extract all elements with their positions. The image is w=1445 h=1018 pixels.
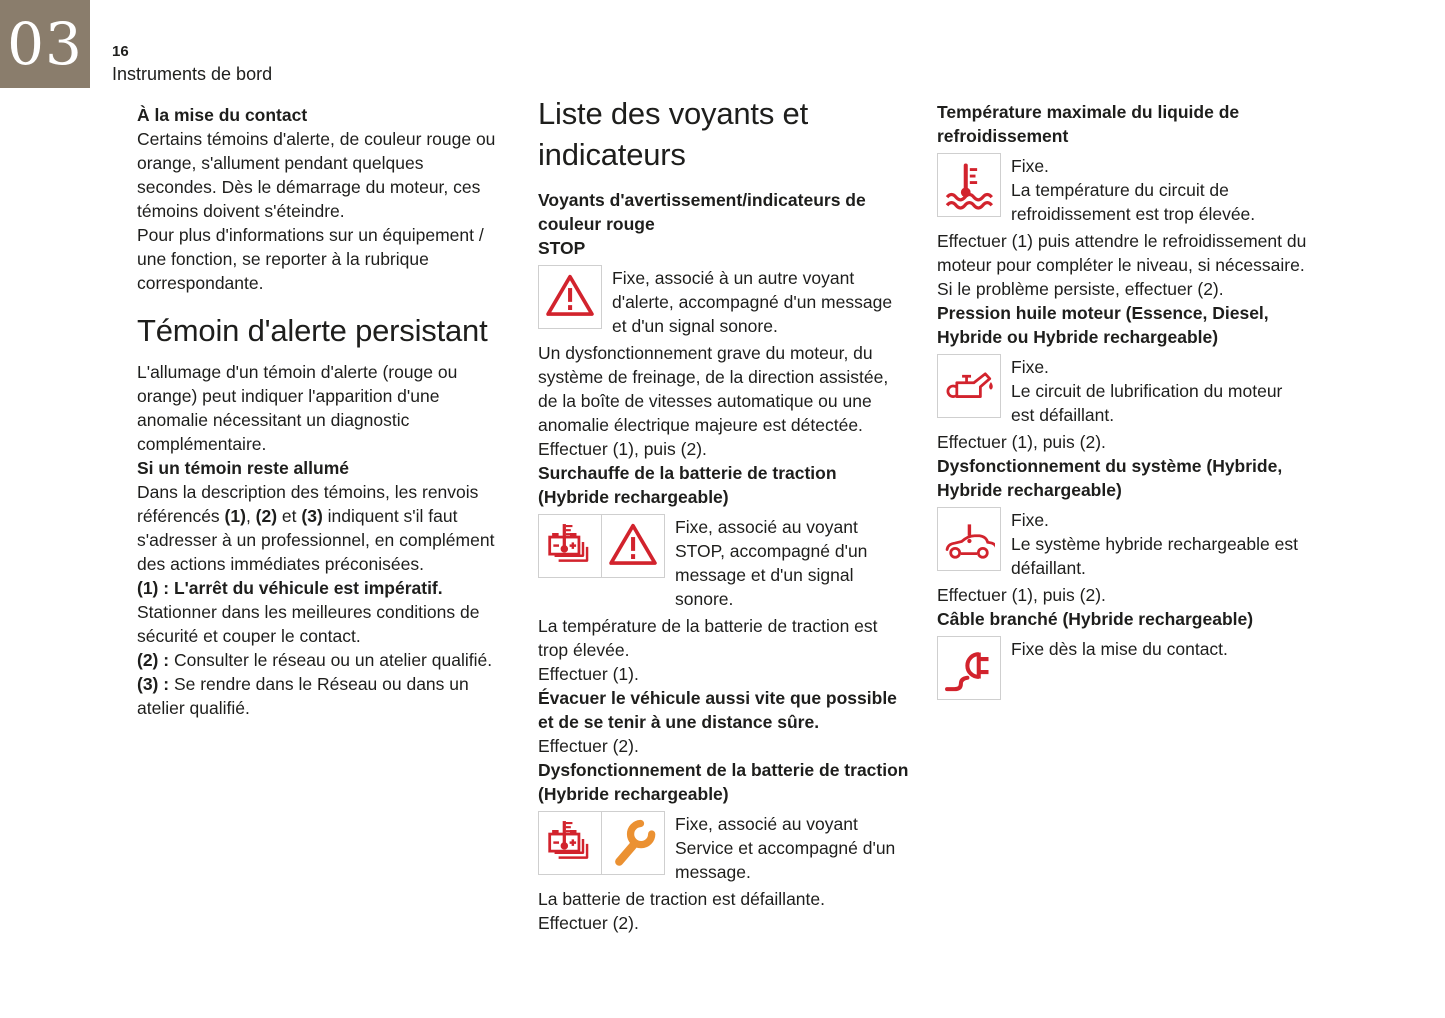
page-header: 16 Instruments de bord xyxy=(112,42,272,86)
page-number: 16 xyxy=(112,43,129,60)
warning-triangle-icon xyxy=(601,514,665,578)
column-right: Température maximale du liquide de refro… xyxy=(937,100,1309,703)
paragraph-renvoi-1: (1) : L'arrêt du véhicule est impératif.… xyxy=(137,576,505,648)
heading-temoin-alerte-persistant: Témoin d'alerte persistant xyxy=(137,313,488,348)
paragraph: Effectuer (2). xyxy=(538,913,639,933)
cable-plugged-icon xyxy=(945,652,989,692)
heading-liste-voyants: Liste des voyants et indicateurs xyxy=(538,96,808,172)
subheading-mise-du-contact: À la mise du contact xyxy=(137,103,505,127)
text-run: Consulter le réseau ou un atelier qualif… xyxy=(173,650,493,670)
paragraph: Un dysfonctionnement grave du moteur, du… xyxy=(538,343,889,435)
fixe-label: Fixe. xyxy=(1011,357,1049,377)
paragraph: Effectuer (2). xyxy=(538,736,639,756)
subheading-voyants-rouges: Voyants d'avertissement/indicateurs de c… xyxy=(538,190,866,234)
text-run: Dans la description des témoins, les ren… xyxy=(137,482,479,526)
subheading-temoin-reste-allume: Si un témoin reste allumé xyxy=(137,456,505,480)
warning-triangle-icon xyxy=(609,523,657,565)
column-middle: Liste des voyants et indicateurs Voyants… xyxy=(538,96,910,935)
paragraph: Effectuer (1), puis (2). xyxy=(937,585,1106,605)
traction-battery-temperature-icon xyxy=(538,811,602,875)
engine-oil-pressure-icon xyxy=(937,354,1001,418)
text-run: indiquent s'il faut s'adresser à un prof… xyxy=(137,506,495,574)
indicator-description: Fixe. La température du circuit de refro… xyxy=(1011,153,1309,226)
subheading-stop: STOP xyxy=(538,238,586,258)
subheading-pression-huile: Pression huile moteur (Essence, Diesel, … xyxy=(937,303,1269,347)
indicator-dysfonctionnement-batterie: Fixe, associé au voyant Service et accom… xyxy=(538,811,910,884)
paragraph-renvoi-3: (3) : Se rendre dans le Réseau ou dans u… xyxy=(137,672,505,720)
indicator-description: Fixe. Le circuit de lubrification du mot… xyxy=(1011,354,1309,427)
engine-oil-pressure-icon xyxy=(946,372,993,398)
coolant-temperature-icon xyxy=(945,163,993,210)
description-text: La température du circuit de refroidisse… xyxy=(1011,180,1256,224)
cable-plugged-icon xyxy=(937,636,1001,700)
paragraph: La température de la batterie de tractio… xyxy=(538,616,878,660)
chapter-tab: 03 xyxy=(0,0,90,88)
column-left: À la mise du contact Certains témoins d'… xyxy=(137,103,505,720)
text-run: , xyxy=(245,506,256,526)
paragraph: Effectuer (1) puis attendre le refroidis… xyxy=(937,231,1307,299)
fixe-label: Fixe. xyxy=(1011,510,1049,530)
subheading-cable-branche: Câble branché (Hybride rechargeable) xyxy=(937,609,1254,629)
traction-battery-temperature-icon xyxy=(548,524,589,562)
paragraph-evacuer: Évacuer le véhicule aussi vite que possi… xyxy=(538,688,897,732)
subheading-text: À la mise du contact xyxy=(137,105,308,125)
text-run: Se rendre dans le Réseau ou dans un atel… xyxy=(137,674,469,718)
paragraph: Effectuer (1). xyxy=(538,664,639,684)
hybrid-system-fault-car-icon xyxy=(937,507,1001,571)
indicator-description: Fixe, associé au voyant Service et accom… xyxy=(675,814,896,882)
text-run: Stationner dans les meilleures condition… xyxy=(137,602,480,646)
indicator-hybrid-fault: Fixe. Le système hybride rechargeable es… xyxy=(937,507,1309,580)
renvoi-1-label: (1) : L'arrêt du véhicule est impératif. xyxy=(137,578,443,598)
paragraph-renvoi-2: (2) : Consulter le réseau ou un atelier … xyxy=(137,648,505,672)
traction-battery-temperature-icon xyxy=(538,514,602,578)
paragraph-renvois: Dans la description des témoins, les ren… xyxy=(137,480,505,576)
paragraph: L'allumage d'un témoin d'alerte (rouge o… xyxy=(137,362,458,454)
renvoi-3-label: (3) : xyxy=(137,674,174,694)
subheading-temperature-liquide: Température maximale du liquide de refro… xyxy=(937,102,1240,146)
warning-triangle-icon xyxy=(546,274,594,316)
indicator-description: Fixe. Le système hybride rechargeable es… xyxy=(1011,507,1309,580)
service-wrench-icon xyxy=(601,811,665,875)
indicator-cable: Fixe dès la mise du contact. xyxy=(937,636,1309,700)
coolant-temperature-icon xyxy=(937,153,1001,217)
indicator-description: Fixe dès la mise du contact. xyxy=(1011,639,1228,659)
indicator-coolant: Fixe. La température du circuit de refro… xyxy=(937,153,1309,226)
indicator-description: Fixe, associé au voyant STOP, accompagné… xyxy=(675,517,868,609)
fixe-label: Fixe. xyxy=(1011,156,1049,176)
subheading-dysfonctionnement-systeme: Dysfonctionnement du système (Hybride, H… xyxy=(937,456,1283,500)
paragraph: Pour plus d'informations sur un équipeme… xyxy=(137,225,484,293)
indicator-surchauffe-batterie: Fixe, associé au voyant STOP, accompagné… xyxy=(538,514,910,611)
indicator-description: Fixe, associé à un autre voyant d'alerte… xyxy=(612,268,893,336)
subheading-surchauffe-batterie: Surchauffe de la batterie de traction (H… xyxy=(538,463,837,507)
ref-3: (3) xyxy=(301,506,323,526)
subheading-dysfonctionnement-batterie: Dysfonctionnement de la batterie de trac… xyxy=(538,760,909,804)
traction-battery-temperature-icon xyxy=(548,821,589,859)
section-title: Instruments de bord xyxy=(112,64,273,84)
hybrid-system-fault-car-icon xyxy=(945,524,995,559)
indicator-stop: Fixe, associé à un autre voyant d'alerte… xyxy=(538,265,910,338)
ref-1: (1) xyxy=(224,506,246,526)
paragraph: Effectuer (1), puis (2). xyxy=(937,432,1106,452)
paragraph: Effectuer (1), puis (2). xyxy=(538,439,707,459)
description-text: Le système hybride rechargeable est défa… xyxy=(1011,534,1298,578)
indicator-oil: Fixe. Le circuit de lubrification du mot… xyxy=(937,354,1309,427)
description-text: Le circuit de lubrification du moteur es… xyxy=(1011,381,1283,425)
warning-triangle-icon xyxy=(538,265,602,329)
service-wrench-icon xyxy=(615,819,656,866)
paragraph: Certains témoins d'alerte, de couleur ro… xyxy=(137,129,496,221)
chapter-number: 03 xyxy=(7,10,83,78)
subheading-text: Si un témoin reste allumé xyxy=(137,458,349,478)
renvoi-2-label: (2) : xyxy=(137,650,174,670)
paragraph: La batterie de traction est défaillante. xyxy=(538,889,825,909)
ref-2: (2) xyxy=(255,506,278,526)
text-run: et xyxy=(277,506,302,526)
